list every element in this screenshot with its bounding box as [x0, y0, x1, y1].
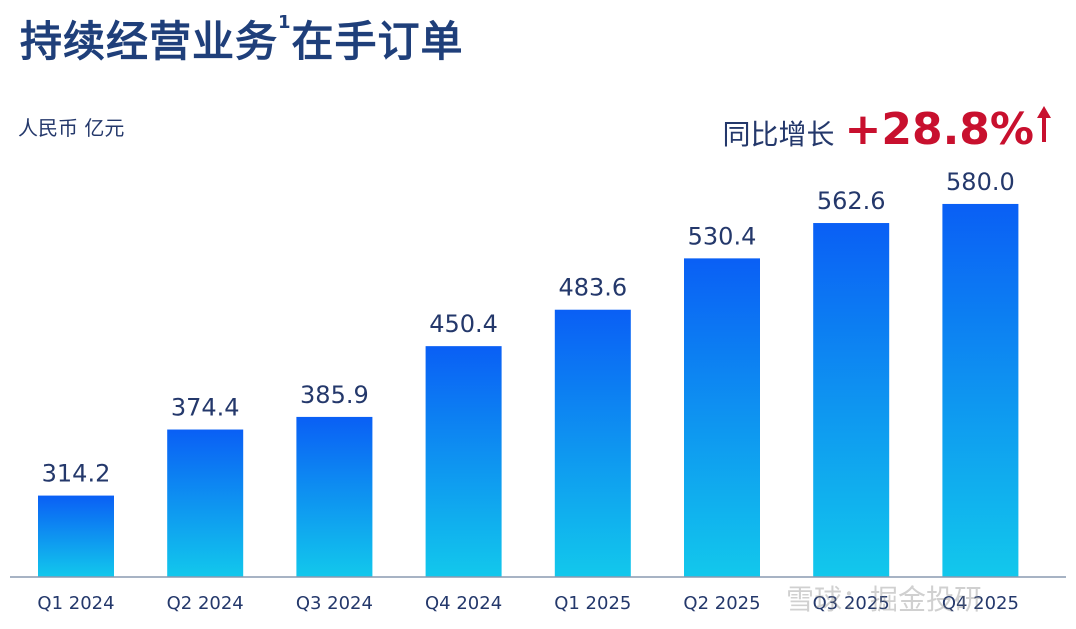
- page-title: 持续经营业务1在手订单: [20, 8, 464, 69]
- x-tick-label: Q4 2024: [425, 593, 502, 614]
- yoy-label: 同比增长: [722, 118, 835, 151]
- bar-q4-2025: [942, 203, 1019, 577]
- value-label: 530.4: [688, 222, 757, 250]
- title-footnote-mark: 1: [278, 12, 292, 33]
- value-label: 385.9: [300, 381, 369, 409]
- bar-q1-2025: [554, 309, 631, 577]
- x-tick-label: Q3 2024: [296, 593, 373, 614]
- bar-q3-2024: [296, 416, 373, 577]
- x-tick-label: Q3 2025: [813, 593, 890, 614]
- value-label: 580.0: [946, 168, 1015, 196]
- x-tick-label: Q2 2024: [167, 593, 244, 614]
- bar-q2-2024: [167, 429, 244, 577]
- value-label: 314.2: [42, 460, 111, 488]
- value-label: 374.4: [171, 394, 240, 422]
- bar-q1-2024: [38, 495, 114, 577]
- watermark: 雪球：掘金投研: [786, 583, 983, 616]
- up-arrow-icon: [1037, 106, 1051, 142]
- yoy-growth: 同比增长 +28.8%: [722, 104, 1052, 155]
- bar-q2-2025: [684, 258, 760, 577]
- x-tick-label: Q1 2025: [554, 593, 631, 614]
- value-label: 483.6: [558, 274, 627, 302]
- value-label: 562.6: [817, 187, 886, 215]
- value-label: 450.4: [429, 310, 498, 338]
- x-tick-label: Q4 2025: [942, 593, 1019, 614]
- x-tick-label: Q1 2024: [37, 593, 114, 614]
- yoy-value: +28.8%: [844, 104, 1034, 155]
- x-tick-label: Q2 2025: [683, 593, 760, 614]
- bar-q3-2025: [813, 223, 890, 577]
- title-rest: 在手订单: [291, 17, 464, 66]
- unit-label: 人民币 亿元: [18, 116, 125, 140]
- title-main: 持续经营业务: [20, 17, 279, 66]
- bar-q4-2024: [425, 346, 502, 577]
